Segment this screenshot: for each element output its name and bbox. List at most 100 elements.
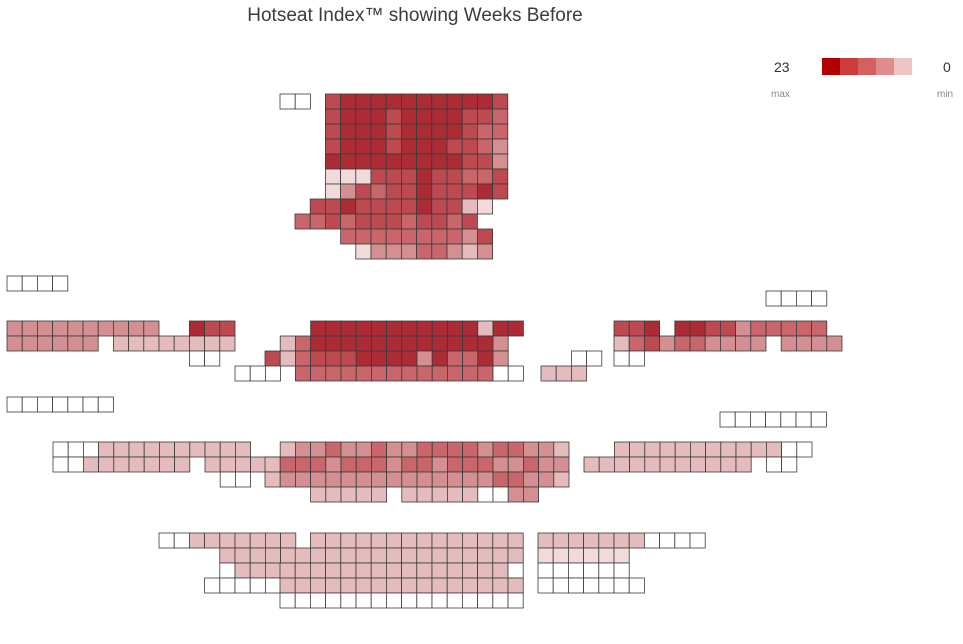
seat-cell — [446, 153, 463, 170]
seat-cell — [674, 335, 691, 352]
seat-cell — [492, 183, 509, 200]
seat-cell — [340, 456, 357, 473]
seat-cell — [416, 228, 433, 245]
seat-cell — [416, 93, 433, 110]
seat-cell — [613, 547, 630, 564]
seat-cell — [537, 577, 554, 594]
seat-cell — [355, 592, 372, 609]
seat-cell — [431, 228, 448, 245]
seat-cell — [523, 471, 540, 488]
seat-cell — [613, 577, 630, 594]
legend-color-scale — [822, 58, 912, 75]
legend-min-label: min — [937, 89, 954, 100]
seat-cell — [507, 532, 524, 549]
seat-cell — [370, 198, 387, 215]
seat-cell — [446, 456, 463, 473]
seat-block-right-wing-2 — [583, 441, 813, 473]
seat-cell — [400, 213, 417, 230]
seat-cell — [400, 198, 417, 215]
seat-cell — [629, 456, 646, 473]
seat-cell — [461, 108, 478, 125]
seat-cell — [446, 138, 463, 155]
seat-cell — [340, 577, 357, 594]
seat-cell — [325, 441, 342, 458]
seat-cell — [476, 243, 493, 260]
seat-cell — [355, 441, 372, 458]
seat-cell — [568, 547, 585, 564]
seat-cell — [385, 243, 402, 260]
seat-cell — [766, 441, 783, 458]
seat-cell — [416, 547, 433, 564]
seat-cell — [401, 456, 418, 473]
seat-cell — [613, 532, 630, 549]
seat-cell — [370, 562, 387, 579]
seat-cell — [431, 108, 448, 125]
seat-cell — [400, 168, 417, 185]
seat-cell — [128, 335, 145, 352]
seat-cell — [720, 320, 737, 337]
seat-cell — [219, 456, 236, 473]
seat-block-left-wing-1 — [6, 320, 236, 367]
seat-cell — [446, 198, 463, 215]
seat-cell — [370, 547, 387, 564]
seat-cell — [385, 168, 402, 185]
seat-cell — [492, 153, 509, 170]
seat-cell — [462, 365, 479, 382]
seat-cell — [309, 562, 326, 579]
seat-cell — [659, 335, 676, 352]
seat-cell — [644, 320, 661, 337]
seat-cell — [355, 168, 372, 185]
seat-cell — [476, 168, 493, 185]
seat-cell — [659, 456, 676, 473]
seat-cell — [750, 335, 767, 352]
seat-cell — [385, 228, 402, 245]
seat-cell — [735, 335, 752, 352]
seat-cell — [355, 486, 372, 503]
seat-cell — [674, 320, 691, 337]
seat-cell — [477, 486, 494, 503]
seat-cell — [21, 335, 38, 352]
seat-cell — [431, 168, 448, 185]
seat-cell — [249, 562, 266, 579]
seat-cell — [416, 532, 433, 549]
seat-cell — [264, 456, 281, 473]
seat-cell — [689, 320, 706, 337]
seat-cell — [477, 547, 494, 564]
seat-cell — [98, 441, 115, 458]
seat-cell — [446, 335, 463, 352]
seat-cell — [67, 441, 84, 458]
seat-cell — [355, 320, 372, 337]
seat-cell — [325, 562, 342, 579]
seat-cell — [340, 365, 357, 382]
seat-cell — [507, 562, 524, 579]
seat-cell — [309, 547, 326, 564]
seat-cell — [477, 320, 494, 337]
seat-cell — [370, 138, 387, 155]
seat-cell — [158, 335, 175, 352]
seat-cell — [705, 456, 722, 473]
seat-cell — [416, 213, 433, 230]
seat-block-center-2 — [264, 441, 570, 503]
seat-cell — [355, 183, 372, 200]
seat-cell — [507, 577, 524, 594]
seat-cell — [780, 335, 797, 352]
seat-cell — [370, 456, 387, 473]
seat-cell — [355, 471, 372, 488]
seat-cell — [173, 335, 190, 352]
seat-cell — [628, 577, 645, 594]
seat-cell — [324, 198, 341, 215]
seat-cell — [21, 275, 38, 292]
seat-cell — [492, 123, 509, 140]
seat-cell — [401, 350, 418, 367]
seat-cell — [340, 441, 357, 458]
seat-cell — [370, 577, 387, 594]
seat-cell — [264, 562, 281, 579]
seat-cell — [370, 213, 387, 230]
seat-cell — [719, 411, 736, 428]
seat-cell — [416, 320, 433, 337]
seat-cell — [370, 183, 387, 200]
seat-cell — [446, 547, 463, 564]
seat-cell — [720, 441, 737, 458]
seat-cell — [400, 93, 417, 110]
seat-cell — [355, 577, 372, 594]
